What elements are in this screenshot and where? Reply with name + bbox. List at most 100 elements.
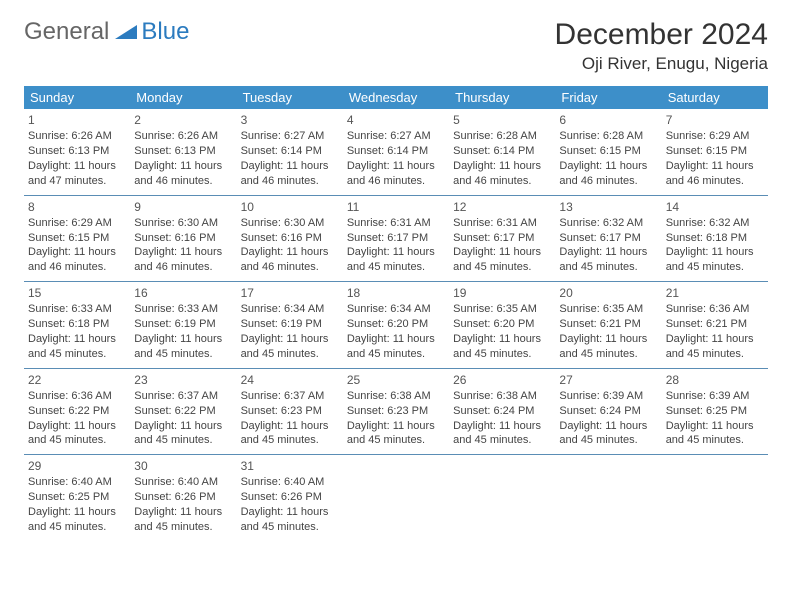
sunrise-line: Sunrise: 6:38 AM (347, 389, 445, 404)
daylight-line-2: and 45 minutes. (347, 260, 445, 275)
daylight-line-1: Daylight: 11 hours (559, 245, 657, 260)
day-number: 8 (28, 199, 126, 215)
sunset-line: Sunset: 6:18 PM (666, 231, 764, 246)
calendar-day-cell: 14Sunrise: 6:32 AMSunset: 6:18 PMDayligh… (662, 195, 768, 282)
sunrise-line: Sunrise: 6:35 AM (559, 302, 657, 317)
calendar-day-cell: 7Sunrise: 6:29 AMSunset: 6:15 PMDaylight… (662, 109, 768, 195)
day-number: 7 (666, 112, 764, 128)
day-number: 12 (453, 199, 551, 215)
sunset-line: Sunset: 6:17 PM (559, 231, 657, 246)
daylight-line-2: and 46 minutes. (241, 260, 339, 275)
daylight-line-2: and 45 minutes. (559, 347, 657, 362)
day-number: 20 (559, 285, 657, 301)
day-header: Thursday (449, 86, 555, 109)
sunrise-line: Sunrise: 6:36 AM (28, 389, 126, 404)
calendar-week-row: 29Sunrise: 6:40 AMSunset: 6:25 PMDayligh… (24, 455, 768, 541)
sunset-line: Sunset: 6:14 PM (241, 144, 339, 159)
daylight-line-2: and 46 minutes. (134, 260, 232, 275)
daylight-line-1: Daylight: 11 hours (453, 332, 551, 347)
sunrise-line: Sunrise: 6:37 AM (241, 389, 339, 404)
sunset-line: Sunset: 6:22 PM (134, 404, 232, 419)
daylight-line-2: and 46 minutes. (134, 174, 232, 189)
calendar-day-cell: 23Sunrise: 6:37 AMSunset: 6:22 PMDayligh… (130, 368, 236, 455)
daylight-line-1: Daylight: 11 hours (666, 159, 764, 174)
daylight-line-2: and 45 minutes. (559, 260, 657, 275)
daylight-line-2: and 46 minutes. (28, 260, 126, 275)
daylight-line-1: Daylight: 11 hours (134, 332, 232, 347)
calendar-day-cell: 19Sunrise: 6:35 AMSunset: 6:20 PMDayligh… (449, 282, 555, 369)
sunset-line: Sunset: 6:20 PM (453, 317, 551, 332)
calendar-day-cell: 18Sunrise: 6:34 AMSunset: 6:20 PMDayligh… (343, 282, 449, 369)
sunrise-line: Sunrise: 6:30 AM (134, 216, 232, 231)
day-number: 2 (134, 112, 232, 128)
daylight-line-1: Daylight: 11 hours (559, 332, 657, 347)
calendar-day-cell: 6Sunrise: 6:28 AMSunset: 6:15 PMDaylight… (555, 109, 661, 195)
sunrise-line: Sunrise: 6:34 AM (347, 302, 445, 317)
calendar-day-cell: 15Sunrise: 6:33 AMSunset: 6:18 PMDayligh… (24, 282, 130, 369)
sunset-line: Sunset: 6:15 PM (666, 144, 764, 159)
daylight-line-2: and 45 minutes. (453, 433, 551, 448)
day-header-row: Sunday Monday Tuesday Wednesday Thursday… (24, 86, 768, 109)
calendar-day-cell: 21Sunrise: 6:36 AMSunset: 6:21 PMDayligh… (662, 282, 768, 369)
sunrise-line: Sunrise: 6:33 AM (28, 302, 126, 317)
daylight-line-2: and 46 minutes. (666, 174, 764, 189)
calendar-week-row: 15Sunrise: 6:33 AMSunset: 6:18 PMDayligh… (24, 282, 768, 369)
sunrise-line: Sunrise: 6:31 AM (453, 216, 551, 231)
daylight-line-1: Daylight: 11 hours (134, 505, 232, 520)
sunset-line: Sunset: 6:24 PM (559, 404, 657, 419)
sunrise-line: Sunrise: 6:29 AM (666, 129, 764, 144)
sunrise-line: Sunrise: 6:32 AM (559, 216, 657, 231)
daylight-line-1: Daylight: 11 hours (347, 332, 445, 347)
daylight-line-2: and 45 minutes. (347, 433, 445, 448)
daylight-line-1: Daylight: 11 hours (559, 419, 657, 434)
daylight-line-1: Daylight: 11 hours (666, 332, 764, 347)
brand-part1: General (24, 18, 109, 46)
calendar-day-cell: 4Sunrise: 6:27 AMSunset: 6:14 PMDaylight… (343, 109, 449, 195)
calendar-day-cell: 26Sunrise: 6:38 AMSunset: 6:24 PMDayligh… (449, 368, 555, 455)
day-number: 29 (28, 458, 126, 474)
sunrise-line: Sunrise: 6:39 AM (559, 389, 657, 404)
calendar-day-cell: 25Sunrise: 6:38 AMSunset: 6:23 PMDayligh… (343, 368, 449, 455)
calendar-day-cell: 17Sunrise: 6:34 AMSunset: 6:19 PMDayligh… (237, 282, 343, 369)
day-number: 17 (241, 285, 339, 301)
sunrise-line: Sunrise: 6:29 AM (28, 216, 126, 231)
day-header: Tuesday (237, 86, 343, 109)
sunrise-line: Sunrise: 6:27 AM (347, 129, 445, 144)
calendar-day-cell (449, 455, 555, 541)
daylight-line-2: and 46 minutes. (559, 174, 657, 189)
daylight-line-1: Daylight: 11 hours (347, 419, 445, 434)
day-number: 6 (559, 112, 657, 128)
daylight-line-1: Daylight: 11 hours (453, 159, 551, 174)
daylight-line-2: and 45 minutes. (241, 433, 339, 448)
sunrise-line: Sunrise: 6:32 AM (666, 216, 764, 231)
sunrise-line: Sunrise: 6:38 AM (453, 389, 551, 404)
day-number: 24 (241, 372, 339, 388)
daylight-line-2: and 47 minutes. (28, 174, 126, 189)
sunrise-line: Sunrise: 6:33 AM (134, 302, 232, 317)
daylight-line-1: Daylight: 11 hours (28, 245, 126, 260)
calendar-day-cell: 24Sunrise: 6:37 AMSunset: 6:23 PMDayligh… (237, 368, 343, 455)
calendar-day-cell: 10Sunrise: 6:30 AMSunset: 6:16 PMDayligh… (237, 195, 343, 282)
sunset-line: Sunset: 6:25 PM (28, 490, 126, 505)
calendar-day-cell: 5Sunrise: 6:28 AMSunset: 6:14 PMDaylight… (449, 109, 555, 195)
daylight-line-1: Daylight: 11 hours (134, 245, 232, 260)
daylight-line-1: Daylight: 11 hours (28, 505, 126, 520)
day-number: 25 (347, 372, 445, 388)
sunrise-line: Sunrise: 6:28 AM (559, 129, 657, 144)
sunrise-line: Sunrise: 6:28 AM (453, 129, 551, 144)
daylight-line-1: Daylight: 11 hours (134, 159, 232, 174)
sunrise-line: Sunrise: 6:40 AM (134, 475, 232, 490)
sunset-line: Sunset: 6:21 PM (559, 317, 657, 332)
daylight-line-1: Daylight: 11 hours (453, 419, 551, 434)
daylight-line-1: Daylight: 11 hours (241, 419, 339, 434)
day-number: 23 (134, 372, 232, 388)
day-number: 9 (134, 199, 232, 215)
sunset-line: Sunset: 6:22 PM (28, 404, 126, 419)
sunrise-line: Sunrise: 6:26 AM (28, 129, 126, 144)
sunset-line: Sunset: 6:15 PM (28, 231, 126, 246)
daylight-line-2: and 45 minutes. (666, 260, 764, 275)
sunset-line: Sunset: 6:21 PM (666, 317, 764, 332)
day-number: 27 (559, 372, 657, 388)
sunrise-line: Sunrise: 6:34 AM (241, 302, 339, 317)
sunrise-line: Sunrise: 6:40 AM (28, 475, 126, 490)
